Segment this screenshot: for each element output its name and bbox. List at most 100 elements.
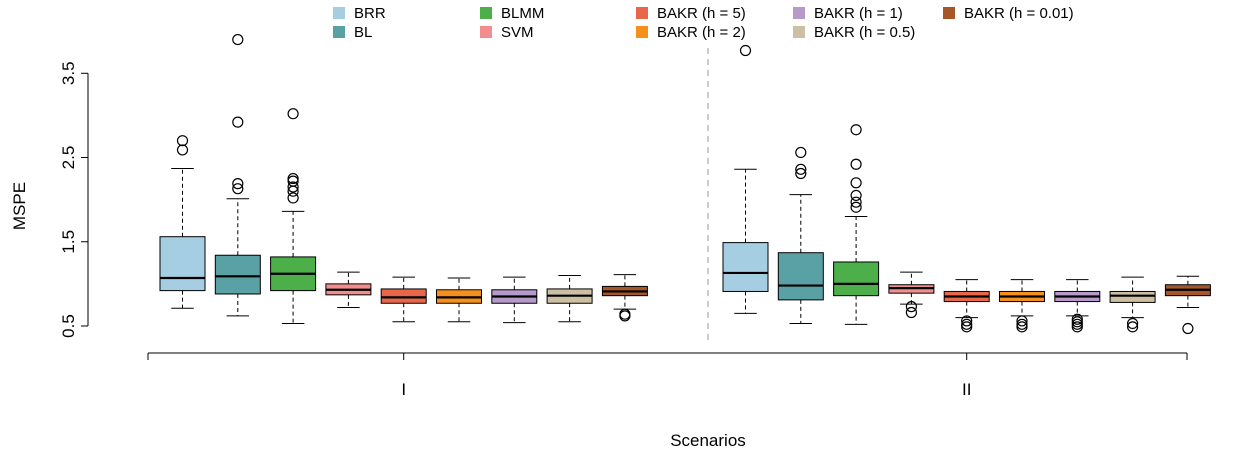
box-body — [722, 242, 769, 292]
box-bakr-h-1-i — [491, 276, 538, 324]
legend-label: BAKR (h = 1) — [814, 5, 903, 22]
legend-label: SVM — [501, 24, 534, 41]
outlier-point — [1071, 321, 1083, 333]
box-bakr-h-0-5-ii — [1109, 276, 1156, 333]
legend-label: BLMM — [501, 5, 544, 22]
y-tick-label: 0.5 — [59, 314, 78, 338]
legend-label: BAKR (h = 0.5) — [814, 24, 915, 41]
outlier-point — [961, 321, 973, 333]
outlier-point — [961, 318, 973, 330]
y-tick-label: 1.5 — [59, 230, 78, 254]
y-axis-label: MSPE — [10, 182, 29, 230]
legend-label: BAKR (h = 0.01) — [964, 5, 1074, 22]
legend-item-bl: BL — [333, 24, 372, 41]
outlier-point — [232, 178, 244, 190]
box-bl-ii — [777, 146, 824, 324]
box-bakr-h-2-i — [436, 277, 482, 323]
box-body — [380, 288, 427, 304]
legend-swatch — [636, 7, 648, 19]
legend-item-brr: BRR — [333, 5, 386, 22]
box-brr-i — [159, 135, 206, 309]
outlier-point — [850, 189, 862, 202]
outlier-point — [232, 33, 244, 46]
outlier-point — [1071, 316, 1083, 328]
legend-swatch — [480, 26, 492, 38]
legend-swatch — [943, 7, 955, 19]
outlier-point — [905, 306, 918, 319]
box-bakr-h-0-01-ii — [1164, 275, 1211, 335]
legend-item-blmm: BLMM — [480, 5, 544, 22]
outlier-point — [850, 177, 862, 189]
box-series — [159, 33, 1211, 335]
outlier-point — [905, 301, 918, 313]
box-bakr-h-0-01-i — [601, 274, 648, 322]
legend-swatch — [793, 26, 805, 38]
box-body — [1109, 290, 1156, 303]
legend-item-bakr-h-1: BAKR (h = 1) — [793, 5, 903, 22]
box-body — [159, 236, 206, 292]
outlier-point — [850, 124, 862, 136]
legend-label: BRR — [354, 5, 386, 22]
legend-item-svm: SVM — [480, 24, 534, 41]
legend-item-bakr-h-2: BAKR (h = 2) — [636, 24, 746, 41]
x-tick-label-ii: II — [962, 380, 971, 399]
legend-item-bakr-h-5: BAKR (h = 5) — [636, 5, 746, 22]
outlier-point — [850, 196, 862, 208]
box-bl-i — [214, 33, 261, 317]
box-svm-i — [325, 271, 372, 308]
outlier-point — [795, 163, 807, 175]
outlier-point — [795, 167, 807, 180]
outlier-point — [961, 315, 973, 327]
legend-swatch — [793, 7, 805, 19]
outlier-point — [1016, 321, 1028, 333]
box-blmm-i — [270, 108, 317, 324]
outlier-point — [739, 44, 752, 57]
box-bakr-h-1-ii — [1054, 279, 1101, 333]
legend-label: BAKR (h = 5) — [657, 5, 746, 22]
outlier-point — [1182, 322, 1194, 335]
outlier-point — [1071, 318, 1083, 330]
outlier-point — [287, 192, 299, 204]
box-body — [777, 252, 824, 301]
legend-swatch — [333, 26, 345, 38]
box-bakr-h-2-ii — [999, 279, 1045, 333]
box-blmm-ii — [833, 124, 880, 325]
outlier-point — [287, 108, 299, 120]
legend-swatch — [636, 26, 648, 38]
outlier-point — [1126, 321, 1139, 333]
outlier-point — [1071, 313, 1083, 325]
legend: BRR BL BLMM SVM BAKR (h = 5) BAKR (h = 2) BAKR… — [333, 5, 1074, 41]
outlier-point — [176, 135, 189, 147]
outlier-point — [795, 146, 807, 159]
outlier-point — [232, 116, 244, 128]
legend-item-bakr-h-0-01: BAKR (h = 0.01) — [943, 5, 1074, 22]
outlier-point — [176, 144, 189, 156]
legend-swatch — [333, 7, 345, 19]
legend-swatch — [480, 7, 492, 19]
box-bakr-h-0-5-i — [546, 274, 593, 323]
outlier-point — [1016, 318, 1028, 330]
box-bakr-h-5-i — [380, 276, 427, 323]
outlier-point — [850, 158, 862, 170]
x-tick-label-i: I — [401, 380, 406, 399]
outlier-point — [232, 183, 244, 195]
outlier-point — [287, 172, 299, 185]
outlier-point — [287, 181, 299, 193]
x-axis: I II — [147, 352, 1188, 399]
box-brr-ii — [722, 44, 769, 314]
outlier-point — [1016, 315, 1028, 327]
y-tick-label: 2.5 — [59, 146, 78, 170]
outlier-point — [850, 201, 862, 213]
legend-item-bakr-h-0-5: BAKR (h = 0.5) — [793, 24, 915, 41]
legend-label: BAKR (h = 2) — [657, 24, 746, 41]
x-axis-label: Scenarios — [670, 431, 746, 450]
legend-label: BL — [354, 24, 372, 41]
box-body — [214, 254, 261, 295]
y-axis: 0.5 1.5 2.5 3.5 — [59, 61, 89, 338]
outlier-point — [1126, 317, 1139, 330]
box-bakr-h-5-ii — [943, 279, 990, 333]
outlier-point — [287, 175, 299, 187]
box-svm-ii — [888, 271, 935, 319]
